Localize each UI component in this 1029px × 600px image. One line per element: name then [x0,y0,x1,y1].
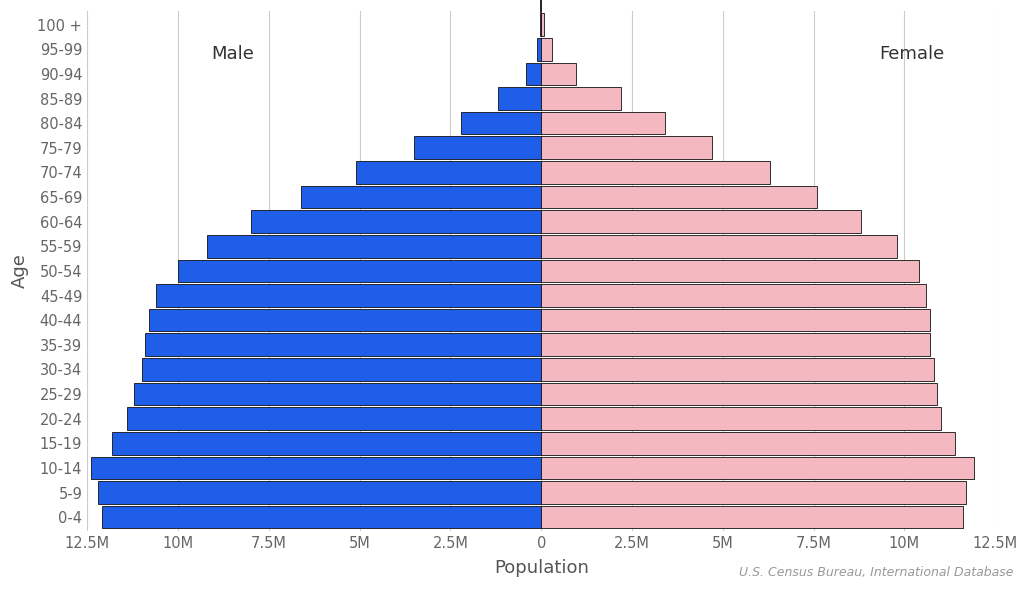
Bar [541,481,966,504]
Bar [145,334,541,356]
Bar [541,432,955,455]
Bar [541,112,665,134]
Bar [541,87,622,110]
X-axis label: Population: Population [494,559,589,577]
Bar [414,136,541,159]
Bar [541,383,937,406]
Bar [98,481,541,504]
Bar [541,211,861,233]
Bar [541,13,544,36]
Y-axis label: Age: Age [11,253,29,289]
Bar [142,358,541,381]
Bar [541,38,553,61]
Bar [356,161,541,184]
Bar [541,161,770,184]
Bar [156,284,541,307]
Bar [127,407,541,430]
Bar [250,211,541,233]
Bar [541,358,933,381]
Bar [498,87,541,110]
Bar [207,235,541,257]
Text: Female: Female [879,45,945,63]
Bar [541,260,919,282]
Bar [526,62,541,85]
Bar [541,235,897,257]
Bar [537,38,541,61]
Bar [102,506,541,529]
Bar [541,407,941,430]
Bar [91,457,541,479]
Text: U.S. Census Bureau, International Database: U.S. Census Bureau, International Databa… [739,566,1014,579]
Bar [149,309,541,331]
Bar [541,284,926,307]
Bar [541,136,712,159]
Bar [541,309,930,331]
Bar [541,457,973,479]
Bar [178,260,541,282]
Bar [135,383,541,406]
Bar [461,112,541,134]
Bar [301,186,541,208]
Text: Male: Male [211,45,254,63]
Bar [541,186,817,208]
Bar [541,334,930,356]
Bar [112,432,541,455]
Bar [541,62,575,85]
Bar [541,506,962,529]
